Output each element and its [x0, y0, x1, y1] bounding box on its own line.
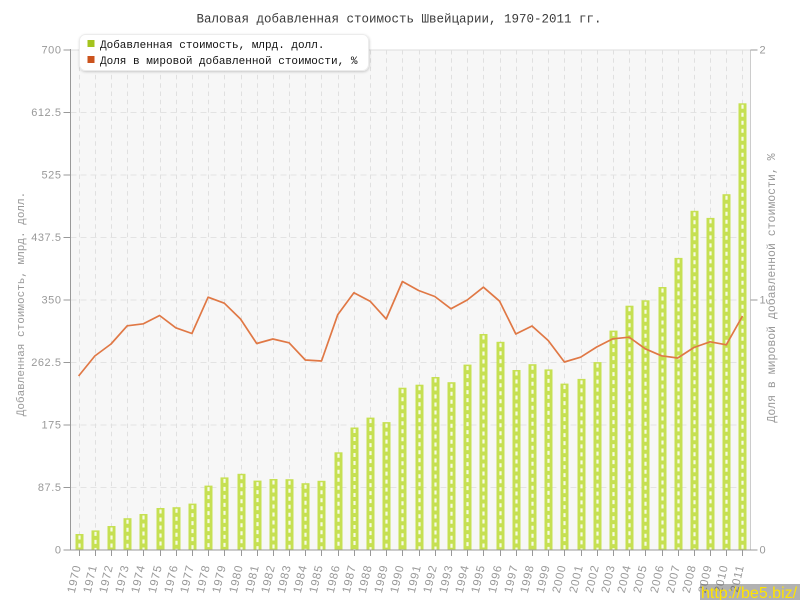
svg-text:2004: 2004: [616, 564, 634, 594]
svg-text:1988: 1988: [357, 564, 375, 594]
svg-text:2005: 2005: [632, 564, 650, 594]
svg-text:262.5: 262.5: [31, 357, 61, 369]
svg-text:700: 700: [41, 45, 61, 57]
svg-text:1971: 1971: [82, 564, 100, 594]
svg-text:2002: 2002: [584, 564, 602, 594]
svg-text:2006: 2006: [649, 564, 667, 594]
svg-text:2003: 2003: [600, 564, 618, 594]
svg-text:1: 1: [760, 295, 766, 307]
svg-text:1997: 1997: [503, 564, 521, 594]
svg-text:1980: 1980: [228, 564, 246, 594]
svg-text:1983: 1983: [276, 564, 294, 594]
svg-text:1975: 1975: [147, 564, 165, 594]
svg-text:87.5: 87.5: [38, 482, 62, 494]
svg-text:1977: 1977: [179, 564, 197, 594]
svg-text:Добавленная стоимость, млрд. д: Добавленная стоимость, млрд. долл.: [15, 192, 28, 416]
svg-text:Валовая добавленная стоимость: Валовая добавленная стоимость Швейцарии,…: [196, 13, 601, 27]
svg-text:1999: 1999: [535, 564, 553, 594]
svg-text:1992: 1992: [422, 564, 440, 594]
svg-text:2007: 2007: [665, 564, 683, 594]
svg-text:1978: 1978: [195, 564, 213, 594]
svg-text:350: 350: [41, 295, 61, 307]
svg-text:1972: 1972: [98, 564, 116, 594]
svg-text:437.5: 437.5: [31, 232, 61, 244]
svg-text:612.5: 612.5: [31, 107, 61, 119]
svg-text:1979: 1979: [211, 564, 229, 594]
svg-text:525: 525: [41, 170, 61, 182]
svg-text:0: 0: [55, 545, 62, 557]
svg-text:1982: 1982: [260, 564, 278, 594]
svg-text:Добавленная стоимость, млрд. д: Добавленная стоимость, млрд. долл.: [100, 39, 324, 52]
svg-text:1981: 1981: [244, 564, 262, 594]
svg-text:1976: 1976: [163, 564, 181, 594]
svg-text:2: 2: [760, 45, 766, 57]
svg-text:1987: 1987: [341, 564, 359, 594]
svg-text:1989: 1989: [373, 564, 391, 594]
svg-text:1995: 1995: [470, 564, 488, 594]
svg-text:1990: 1990: [389, 564, 407, 594]
svg-text:2000: 2000: [551, 564, 569, 594]
svg-text:1991: 1991: [406, 564, 424, 594]
svg-text:0: 0: [760, 545, 766, 557]
svg-text:1974: 1974: [130, 564, 148, 594]
svg-text:1996: 1996: [487, 564, 505, 594]
svg-text:http://be5.biz/: http://be5.biz/: [701, 585, 798, 600]
svg-text:1998: 1998: [519, 564, 537, 594]
svg-text:1993: 1993: [438, 564, 456, 594]
svg-text:2008: 2008: [681, 564, 699, 594]
svg-text:1986: 1986: [325, 564, 343, 594]
svg-text:1973: 1973: [114, 564, 132, 594]
svg-text:1970: 1970: [66, 564, 84, 594]
svg-text:1984: 1984: [292, 564, 310, 594]
svg-text:Доля в мировой добавленной сто: Доля в мировой добавленной стоимости, %: [766, 153, 779, 422]
svg-text:1985: 1985: [308, 564, 326, 594]
svg-text:1994: 1994: [454, 564, 472, 594]
svg-text:2001: 2001: [568, 564, 586, 594]
svg-text:175: 175: [41, 420, 61, 432]
svg-text:Доля в мировой добавленной сто: Доля в мировой добавленной стоимости, %: [100, 55, 358, 68]
